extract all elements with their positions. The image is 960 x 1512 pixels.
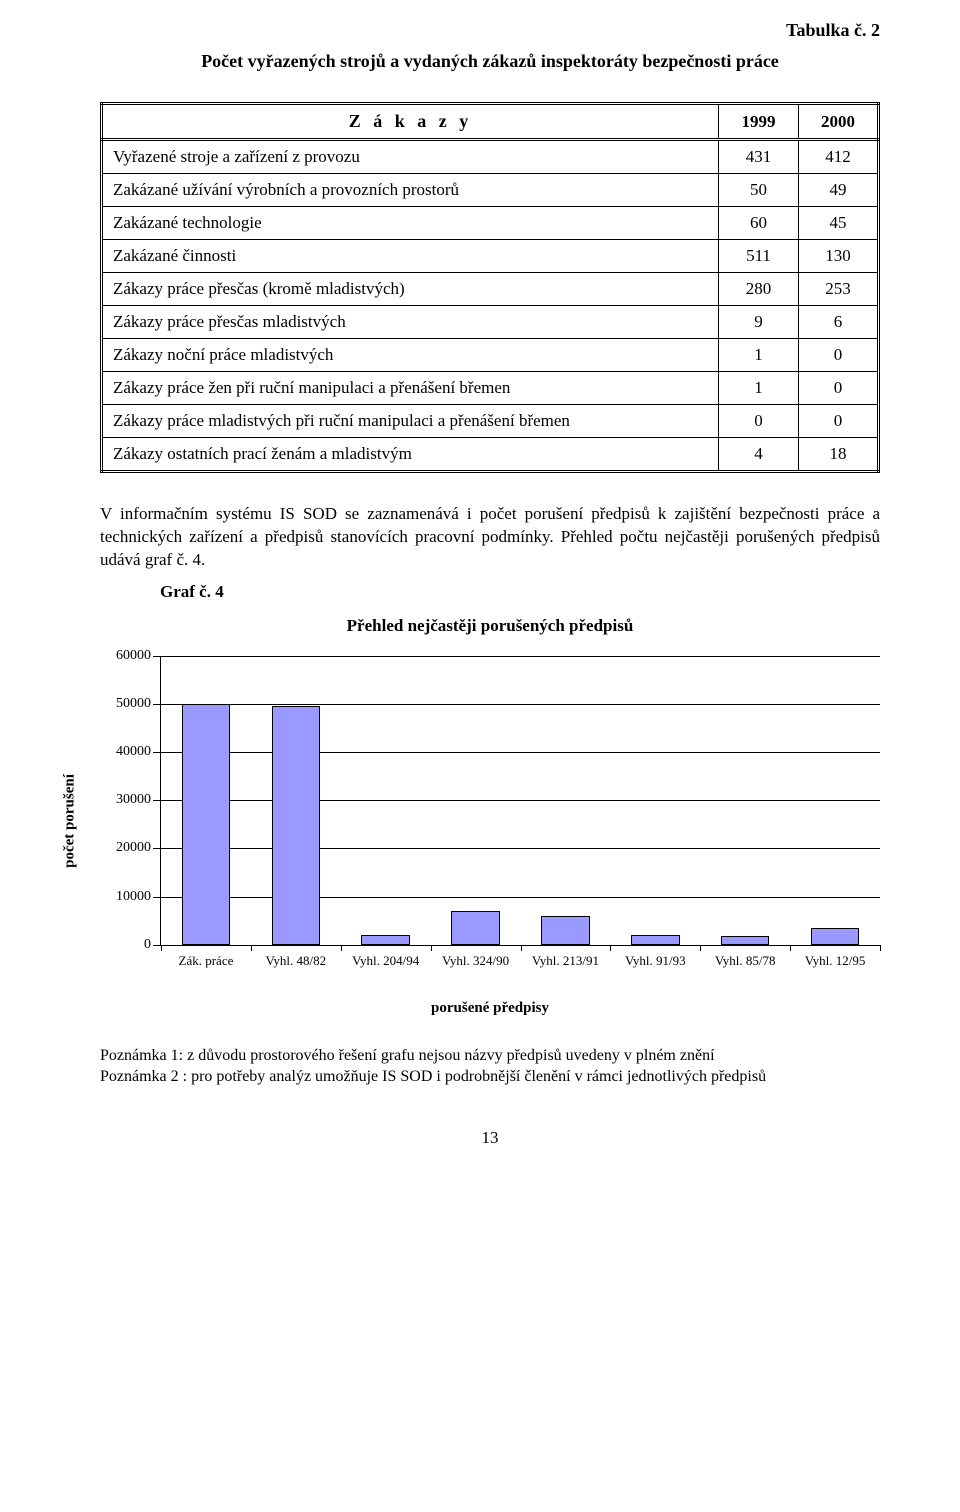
row-value: 4 (719, 438, 799, 472)
row-label: Zákazy noční práce mladistvých (102, 339, 719, 372)
note-2: Poznámka 2 : pro potřeby analýz umožňuje… (100, 1066, 880, 1088)
ytick-label: 10000 (101, 889, 151, 905)
row-label: Zákazy práce přesčas mladistvých (102, 306, 719, 339)
bar (541, 916, 590, 945)
xtick-label: Vyhl. 324/90 (442, 953, 509, 969)
table-row: Zakázané činnosti511130 (102, 240, 879, 273)
table-row: Zakázané technologie6045 (102, 207, 879, 240)
row-value: 50 (719, 174, 799, 207)
row-value: 49 (799, 174, 879, 207)
row-value: 45 (799, 207, 879, 240)
xtick-label: Vyhl. 85/78 (715, 953, 776, 969)
table-row: Zákazy práce přesčas mladistvých96 (102, 306, 879, 339)
xtick-label: Vyhl. 204/94 (352, 953, 419, 969)
table-number: Tabulka č. 2 (100, 20, 880, 41)
row-value: 0 (799, 339, 879, 372)
row-label: Zakázané užívání výrobních a provozních … (102, 174, 719, 207)
row-label: Zákazy práce přesčas (kromě mladistvých) (102, 273, 719, 306)
ytick-label: 50000 (101, 696, 151, 712)
bar (272, 706, 321, 944)
xtick-label: Vyhl. 12/95 (805, 953, 866, 969)
page-number: 13 (100, 1128, 880, 1148)
row-value: 0 (799, 372, 879, 405)
row-label: Zakázané technologie (102, 207, 719, 240)
table-row: Zákazy ostatních prací ženám a mladistvý… (102, 438, 879, 472)
bar (361, 935, 410, 945)
row-value: 1 (719, 372, 799, 405)
chart-xaxis-title: porušené předpisy (100, 1000, 880, 1017)
xtick-label: Zák. práce (179, 953, 234, 969)
table-row: Zákazy noční práce mladistvých10 (102, 339, 879, 372)
row-value: 253 (799, 273, 879, 306)
row-label: Vyřazené stroje a zařízení z provozu (102, 140, 719, 174)
col-year-1: 2000 (799, 104, 879, 140)
row-value: 0 (719, 405, 799, 438)
body-paragraph: V informačním systému IS SOD se zaznamen… (100, 503, 880, 572)
row-label: Zákazy práce mladistvých při ruční manip… (102, 405, 719, 438)
xtick-label: Vyhl. 213/91 (532, 953, 599, 969)
row-value: 130 (799, 240, 879, 273)
row-value: 431 (719, 140, 799, 174)
table-row: Zákazy práce přesčas (kromě mladistvých)… (102, 273, 879, 306)
ytick-label: 60000 (101, 648, 151, 664)
ytick-label: 30000 (101, 792, 151, 808)
row-value: 0 (799, 405, 879, 438)
row-value: 412 (799, 140, 879, 174)
row-value: 18 (799, 438, 879, 472)
bar (451, 911, 500, 945)
row-value: 1 (719, 339, 799, 372)
row-label: Zakázané činnosti (102, 240, 719, 273)
zakazy-table: Z á k a z y 1999 2000 Vyřazené stroje a … (100, 102, 880, 473)
table-row: Zákazy práce žen při ruční manipulaci a … (102, 372, 879, 405)
row-value: 511 (719, 240, 799, 273)
row-value: 9 (719, 306, 799, 339)
ytick-label: 20000 (101, 840, 151, 856)
xtick-label: Vyhl. 48/82 (265, 953, 326, 969)
row-value: 60 (719, 207, 799, 240)
graf-label: Graf č. 4 (160, 582, 880, 602)
bar-chart: počet porušení 0100002000030000400005000… (100, 656, 880, 986)
note-1: Poznámka 1: z důvodu prostorového řešení… (100, 1045, 880, 1067)
chart-ylabel: počet porušení (62, 774, 79, 868)
bar (811, 928, 860, 945)
row-label: Zákazy práce žen při ruční manipulaci a … (102, 372, 719, 405)
table-row: Zakázané užívání výrobních a provozních … (102, 174, 879, 207)
row-label: Zákazy ostatních prací ženám a mladistvý… (102, 438, 719, 472)
xtick-label: Vyhl. 91/93 (625, 953, 686, 969)
bar (182, 704, 231, 945)
row-value: 280 (719, 273, 799, 306)
page-title: Počet vyřazených strojů a vydaných zákaz… (100, 51, 880, 72)
row-value: 6 (799, 306, 879, 339)
table-row: Vyřazené stroje a zařízení z provozu4314… (102, 140, 879, 174)
bar (631, 935, 680, 945)
col-year-0: 1999 (719, 104, 799, 140)
ytick-label: 40000 (101, 744, 151, 760)
table-head-label: Z á k a z y (102, 104, 719, 140)
chart-title: Přehled nejčastěji porušených předpisů (100, 616, 880, 636)
table-row: Zákazy práce mladistvých při ruční manip… (102, 405, 879, 438)
ytick-label: 0 (101, 937, 151, 953)
bar (721, 936, 770, 945)
